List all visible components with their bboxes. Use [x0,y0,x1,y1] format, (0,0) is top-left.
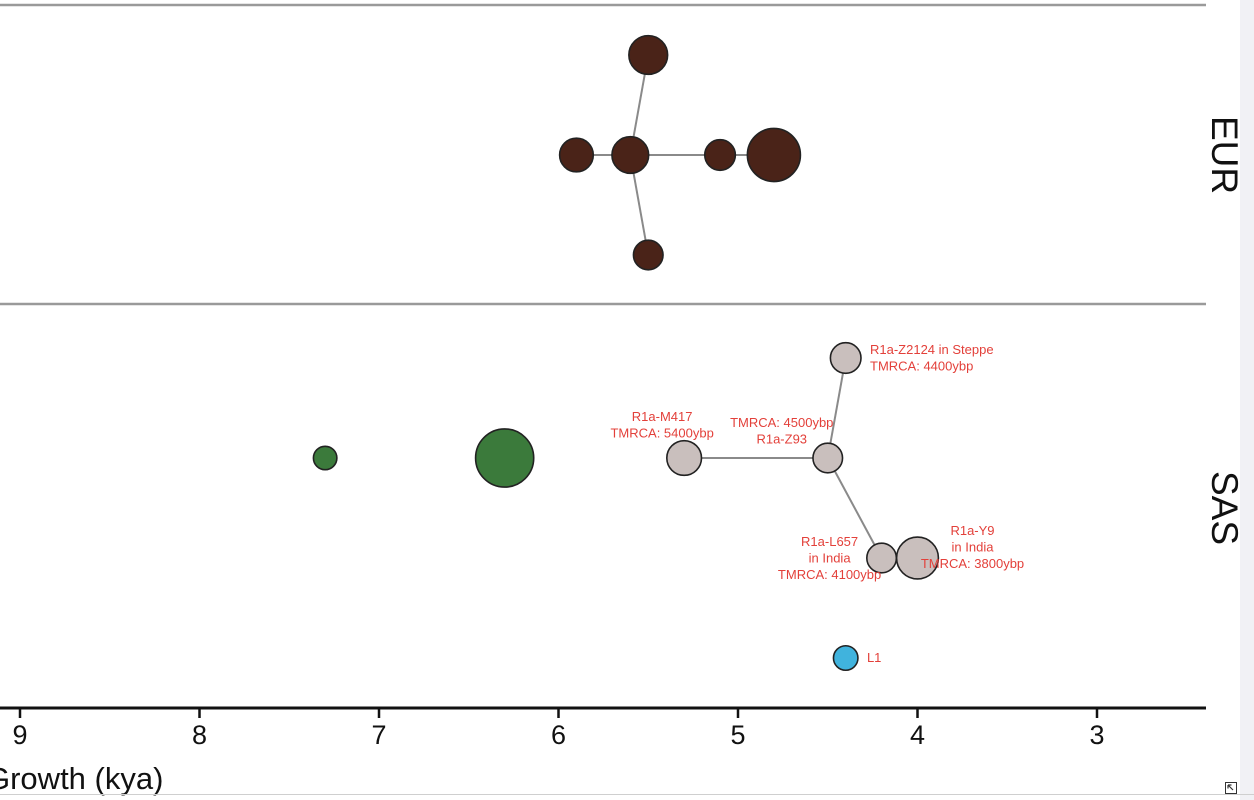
right-gutter [1240,0,1254,800]
x-tick-label: 9 [12,720,27,750]
x-tick-label: 6 [551,720,566,750]
expand-corner-icon[interactable] [1225,781,1237,794]
node-eur-bottom [632,239,664,271]
node-annotation: R1a-Z2124 in Steppe [870,342,994,357]
node-r1a-z93 [812,442,844,474]
node-sas-small-green [312,445,338,471]
panel-labels: EUR SAS [1204,116,1240,545]
x-tick-label: 5 [730,720,745,750]
node-eur-top [628,34,669,76]
x-axis-title: Growth (kya) [0,761,163,796]
edge [826,357,847,459]
node-annotation: L1 [867,650,881,665]
node-annotation: TMRCA: 5400ybp [610,426,713,441]
node-eur-big [746,127,802,183]
bottom-rule [0,794,1254,795]
x-axis-ticks: 9 8 7 6 5 4 3 [12,708,1105,750]
panel-label-eur: EUR [1204,116,1240,194]
x-tick-label: 3 [1089,720,1104,750]
node-annotation: in India [809,551,852,566]
node-annotation: R1a-Z93 [756,432,807,447]
node-annotation: R1a-M417 [632,409,693,424]
edge [826,457,883,559]
node-sas-big-green [474,428,535,488]
x-tick-label: 4 [910,720,925,750]
node-eur-right [703,138,737,172]
node-eur-center [611,135,650,175]
edges-layer [576,54,918,559]
panel-frame [0,3,1206,710]
node-l1 [832,644,859,672]
x-tick-label: 8 [192,720,207,750]
x-tick-label: 7 [371,720,386,750]
node-annotation: TMRCA: 4500ybp [730,415,833,430]
node-annotation: in India [952,540,995,555]
nodes-layer [312,34,940,672]
node-r1a-z2124 [829,341,862,375]
node-r1a-m417 [666,439,703,477]
node-r1a-y9 [895,536,940,580]
node-annotation: R1a-Y9 [950,523,994,538]
node-annotation: TMRCA: 4100ybp [778,567,881,582]
node-eur-left [558,137,595,173]
panel-label-sas: SAS [1204,471,1240,545]
node-annotation: R1a-L657 [801,534,858,549]
node-annotation: TMRCA: 4400ybp [870,358,973,373]
node-annotation: TMRCA: 3800ybp [921,556,1024,571]
